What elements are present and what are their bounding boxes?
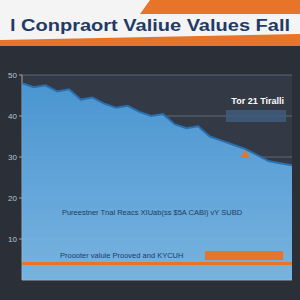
tick-label: 30 [8, 153, 17, 162]
chart: l Conpraort Valiue Values Fall 10 20 30 40 50… [0, 0, 300, 300]
decor-highlight [205, 251, 283, 260]
area [22, 83, 292, 280]
tick-label: 50 [8, 71, 17, 80]
background [0, 0, 300, 300]
title: l Conpraort Valiue Values Fall [10, 17, 290, 34]
plot-group [22, 83, 292, 280]
decor-line [22, 262, 292, 265]
tick-label: 40 [8, 112, 17, 121]
annotation: Pureestner Tnal Reacs XIUab(ss $5A CABI)… [62, 208, 243, 217]
decor-box [226, 110, 286, 122]
tick-label: 10 [8, 235, 17, 244]
annotation: Proooter valuie Prooved and KYCUH [60, 251, 183, 260]
annotation: Tor 21 Tiralli [231, 96, 284, 106]
tick-label: 20 [8, 194, 17, 203]
line [22, 83, 292, 165]
plot-area [22, 75, 292, 280]
title-band [0, 0, 300, 46]
decor-marker [240, 150, 250, 158]
title-stripe [140, 0, 300, 14]
grid-line [22, 75, 292, 76]
title-stripe [0, 34, 300, 46]
